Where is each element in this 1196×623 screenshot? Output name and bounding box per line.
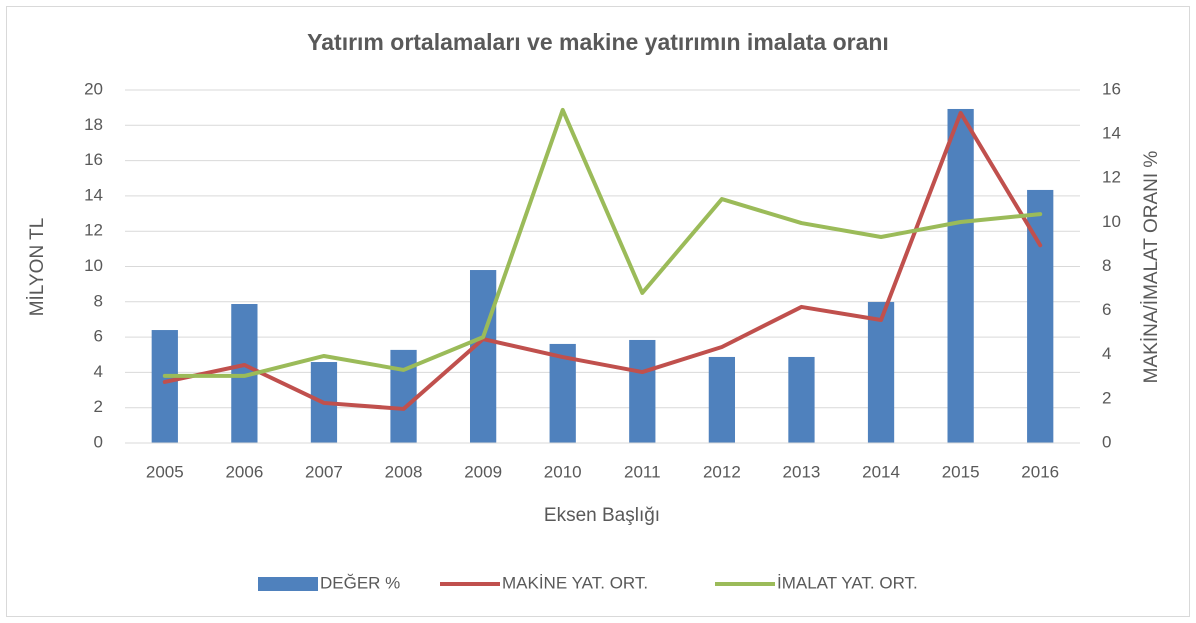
- y-tick-label: 18: [84, 115, 103, 134]
- y-tick-label: 16: [84, 150, 103, 169]
- y2-tick-label: 12: [1102, 168, 1121, 187]
- legend-swatch: [258, 577, 318, 591]
- legend-label: İMALAT YAT. ORT.: [777, 573, 918, 592]
- x-tick-label: 2012: [703, 462, 741, 481]
- bar: [708, 356, 736, 443]
- bar: [469, 270, 497, 443]
- y-tick-label: 8: [94, 291, 103, 310]
- y-tick-label: 4: [94, 362, 103, 381]
- legend-label: DEĞER %: [320, 573, 400, 592]
- line: [162, 107, 1043, 378]
- y2-tick-label: 8: [1102, 256, 1111, 275]
- x-tick-label: 2010: [544, 462, 582, 481]
- x-tick-label: 2008: [385, 462, 423, 481]
- chart-title: Yatırım ortalamaları ve makine yatırımın…: [307, 29, 889, 55]
- y2-tick-label: 10: [1102, 212, 1121, 231]
- y-tick-label: 10: [84, 256, 103, 275]
- x-tick-label: 2011: [624, 462, 661, 481]
- bar: [390, 349, 417, 443]
- x-tick-label: 2007: [305, 462, 343, 481]
- y-axis-title: MİLYON TL: [27, 218, 48, 317]
- bar: [151, 330, 178, 443]
- chart-border: [6, 6, 1190, 617]
- x-tick-label: 2013: [783, 462, 821, 481]
- line: [162, 110, 1043, 411]
- bar: [629, 339, 656, 443]
- bar: [947, 108, 974, 443]
- x-tick-label: 2009: [464, 462, 502, 481]
- legend-label: MAKİNE YAT. ORT.: [502, 573, 648, 592]
- y-tick-label: 6: [94, 327, 103, 346]
- y-tick-label: 20: [84, 79, 103, 98]
- y2-tick-label: 14: [1102, 124, 1121, 143]
- bar: [867, 302, 895, 443]
- y2-tick-label: 0: [1102, 432, 1111, 451]
- y2-tick-label: 2: [1102, 388, 1111, 407]
- x-axis-title: Eksen Başlığı: [544, 505, 660, 526]
- y2-tick-label: 6: [1102, 300, 1111, 319]
- y2-tick-label: 16: [1102, 79, 1121, 98]
- y2-axis-title: MAKİNA/İMALAT ORANI %: [1141, 151, 1162, 384]
- x-tick-label: 2016: [1021, 462, 1059, 481]
- bar: [788, 356, 815, 443]
- y-tick-label: 0: [94, 432, 103, 451]
- y-tick-label: 14: [84, 185, 103, 204]
- y-tick-label: 12: [84, 221, 103, 240]
- x-tick-label: 2005: [146, 462, 184, 481]
- x-tick-label: 2006: [225, 462, 263, 481]
- x-tick-label: 2015: [942, 462, 980, 481]
- y2-tick-label: 4: [1102, 344, 1111, 363]
- x-tick-label: 2014: [862, 462, 900, 481]
- y-tick-label: 2: [94, 397, 103, 416]
